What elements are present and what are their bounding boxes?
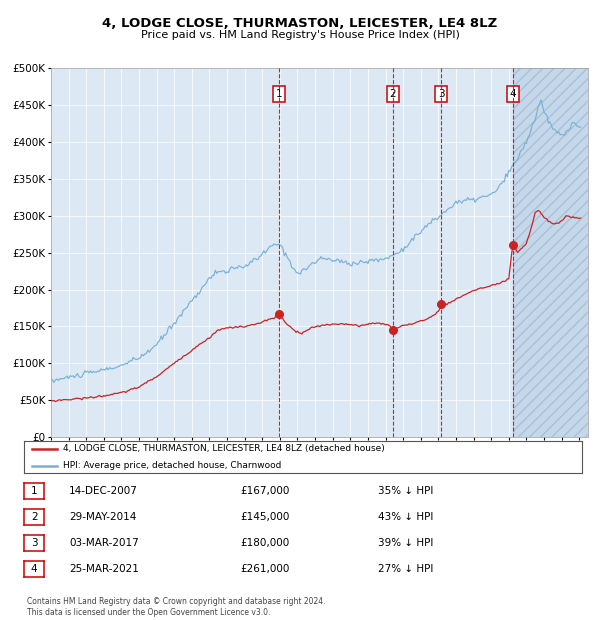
Text: 2: 2 [31,512,38,522]
Text: 39% ↓ HPI: 39% ↓ HPI [378,538,433,548]
Text: 27% ↓ HPI: 27% ↓ HPI [378,564,433,574]
Text: 4, LODGE CLOSE, THURMASTON, LEICESTER, LE4 8LZ: 4, LODGE CLOSE, THURMASTON, LEICESTER, L… [103,17,497,30]
Text: £145,000: £145,000 [240,512,289,522]
Text: 43% ↓ HPI: 43% ↓ HPI [378,512,433,522]
Text: 25-MAR-2021: 25-MAR-2021 [69,564,139,574]
Text: 4, LODGE CLOSE, THURMASTON, LEICESTER, LE4 8LZ (detached house): 4, LODGE CLOSE, THURMASTON, LEICESTER, L… [63,445,385,453]
Text: HPI: Average price, detached house, Charnwood: HPI: Average price, detached house, Char… [63,461,281,471]
Text: 1: 1 [31,486,38,496]
Text: 35% ↓ HPI: 35% ↓ HPI [378,486,433,496]
Text: 29-MAY-2014: 29-MAY-2014 [69,512,136,522]
Text: £167,000: £167,000 [240,486,289,496]
Text: 14-DEC-2007: 14-DEC-2007 [69,486,138,496]
Text: 1: 1 [276,89,283,99]
Text: £261,000: £261,000 [240,564,289,574]
Text: Contains HM Land Registry data © Crown copyright and database right 2024.
This d: Contains HM Land Registry data © Crown c… [27,598,325,617]
Text: 03-MAR-2017: 03-MAR-2017 [69,538,139,548]
Text: 3: 3 [438,89,445,99]
Text: 3: 3 [31,538,38,548]
Text: £180,000: £180,000 [240,538,289,548]
Text: 2: 2 [389,89,396,99]
Text: 4: 4 [509,89,516,99]
Text: 4: 4 [31,564,38,574]
Text: Price paid vs. HM Land Registry's House Price Index (HPI): Price paid vs. HM Land Registry's House … [140,30,460,40]
Bar [513,68,588,437]
